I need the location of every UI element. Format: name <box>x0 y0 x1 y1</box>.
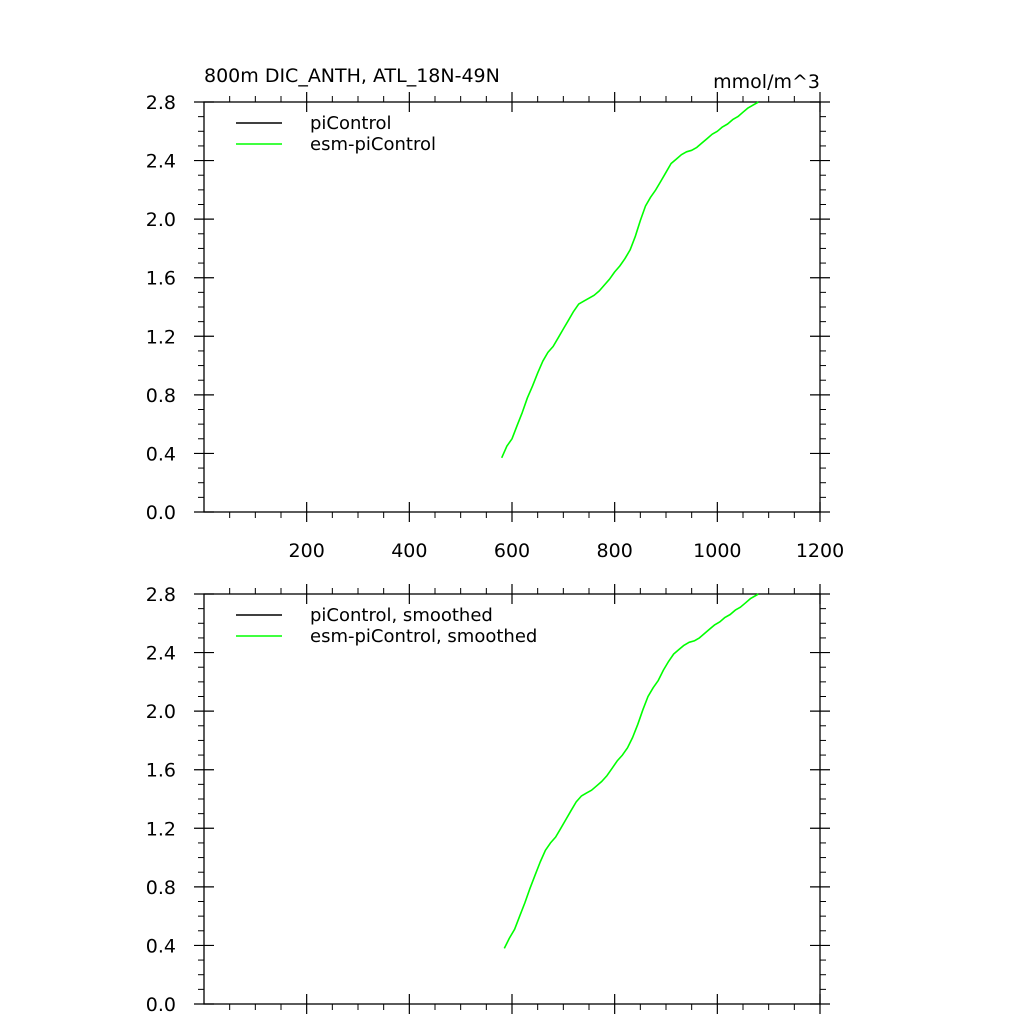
series-line-esm-picontrol <box>500 101 759 459</box>
y-tick-label: 2.0 <box>146 701 176 723</box>
y-tick-label: 0.0 <box>146 502 176 524</box>
y-tick-label: 2.8 <box>146 92 176 114</box>
x-tick-label: 400 <box>391 540 427 562</box>
legend-label: piControl <box>310 113 392 134</box>
bottom-panel: 0.0 0.4 0.8 1.2 1.6 2.0 2.4 2.8 piControl, smoot… <box>146 584 830 1016</box>
y-tick-label: 1.2 <box>146 818 176 840</box>
y-tick-label: 0.4 <box>146 935 176 957</box>
plot-title: 800m DIC_ANTH, ATL_18N-49N <box>204 65 500 87</box>
plot-frame <box>203 593 821 1005</box>
x-tick-label: 1000 <box>693 540 741 562</box>
y-tick-label: 0.0 <box>146 994 176 1016</box>
y-tick-label: 2.0 <box>146 209 176 231</box>
y-tick-label: 0.4 <box>146 443 176 465</box>
legend-label: piControl, smoothed <box>310 605 493 626</box>
plot-frame <box>203 101 821 513</box>
y-tick-label: 2.4 <box>146 151 176 173</box>
series-line-esm-picontrol-smoothed <box>503 593 759 949</box>
legend-label: esm-piControl, smoothed <box>310 626 537 647</box>
y-tick-label: 0.8 <box>146 877 176 899</box>
x-tick-label: 1200 <box>796 540 844 562</box>
top-panel: 200 400 600 800 1000 1200 0.0 0.4 0.8 1.2 1.6 2.0 2.… <box>146 92 844 562</box>
x-tick-label: 200 <box>289 540 325 562</box>
units-label: mmol/m^3 <box>713 71 820 93</box>
y-tick-label: 2.8 <box>146 584 176 606</box>
y-tick-label: 0.8 <box>146 385 176 407</box>
y-tick-label: 1.2 <box>146 326 176 348</box>
y-tick-label: 1.6 <box>146 760 176 782</box>
x-tick-label: 600 <box>494 540 530 562</box>
x-tick-label: 800 <box>597 540 633 562</box>
y-tick-label: 1.6 <box>146 268 176 290</box>
y-tick-label: 2.4 <box>146 643 176 665</box>
legend-label: esm-piControl <box>310 134 436 155</box>
